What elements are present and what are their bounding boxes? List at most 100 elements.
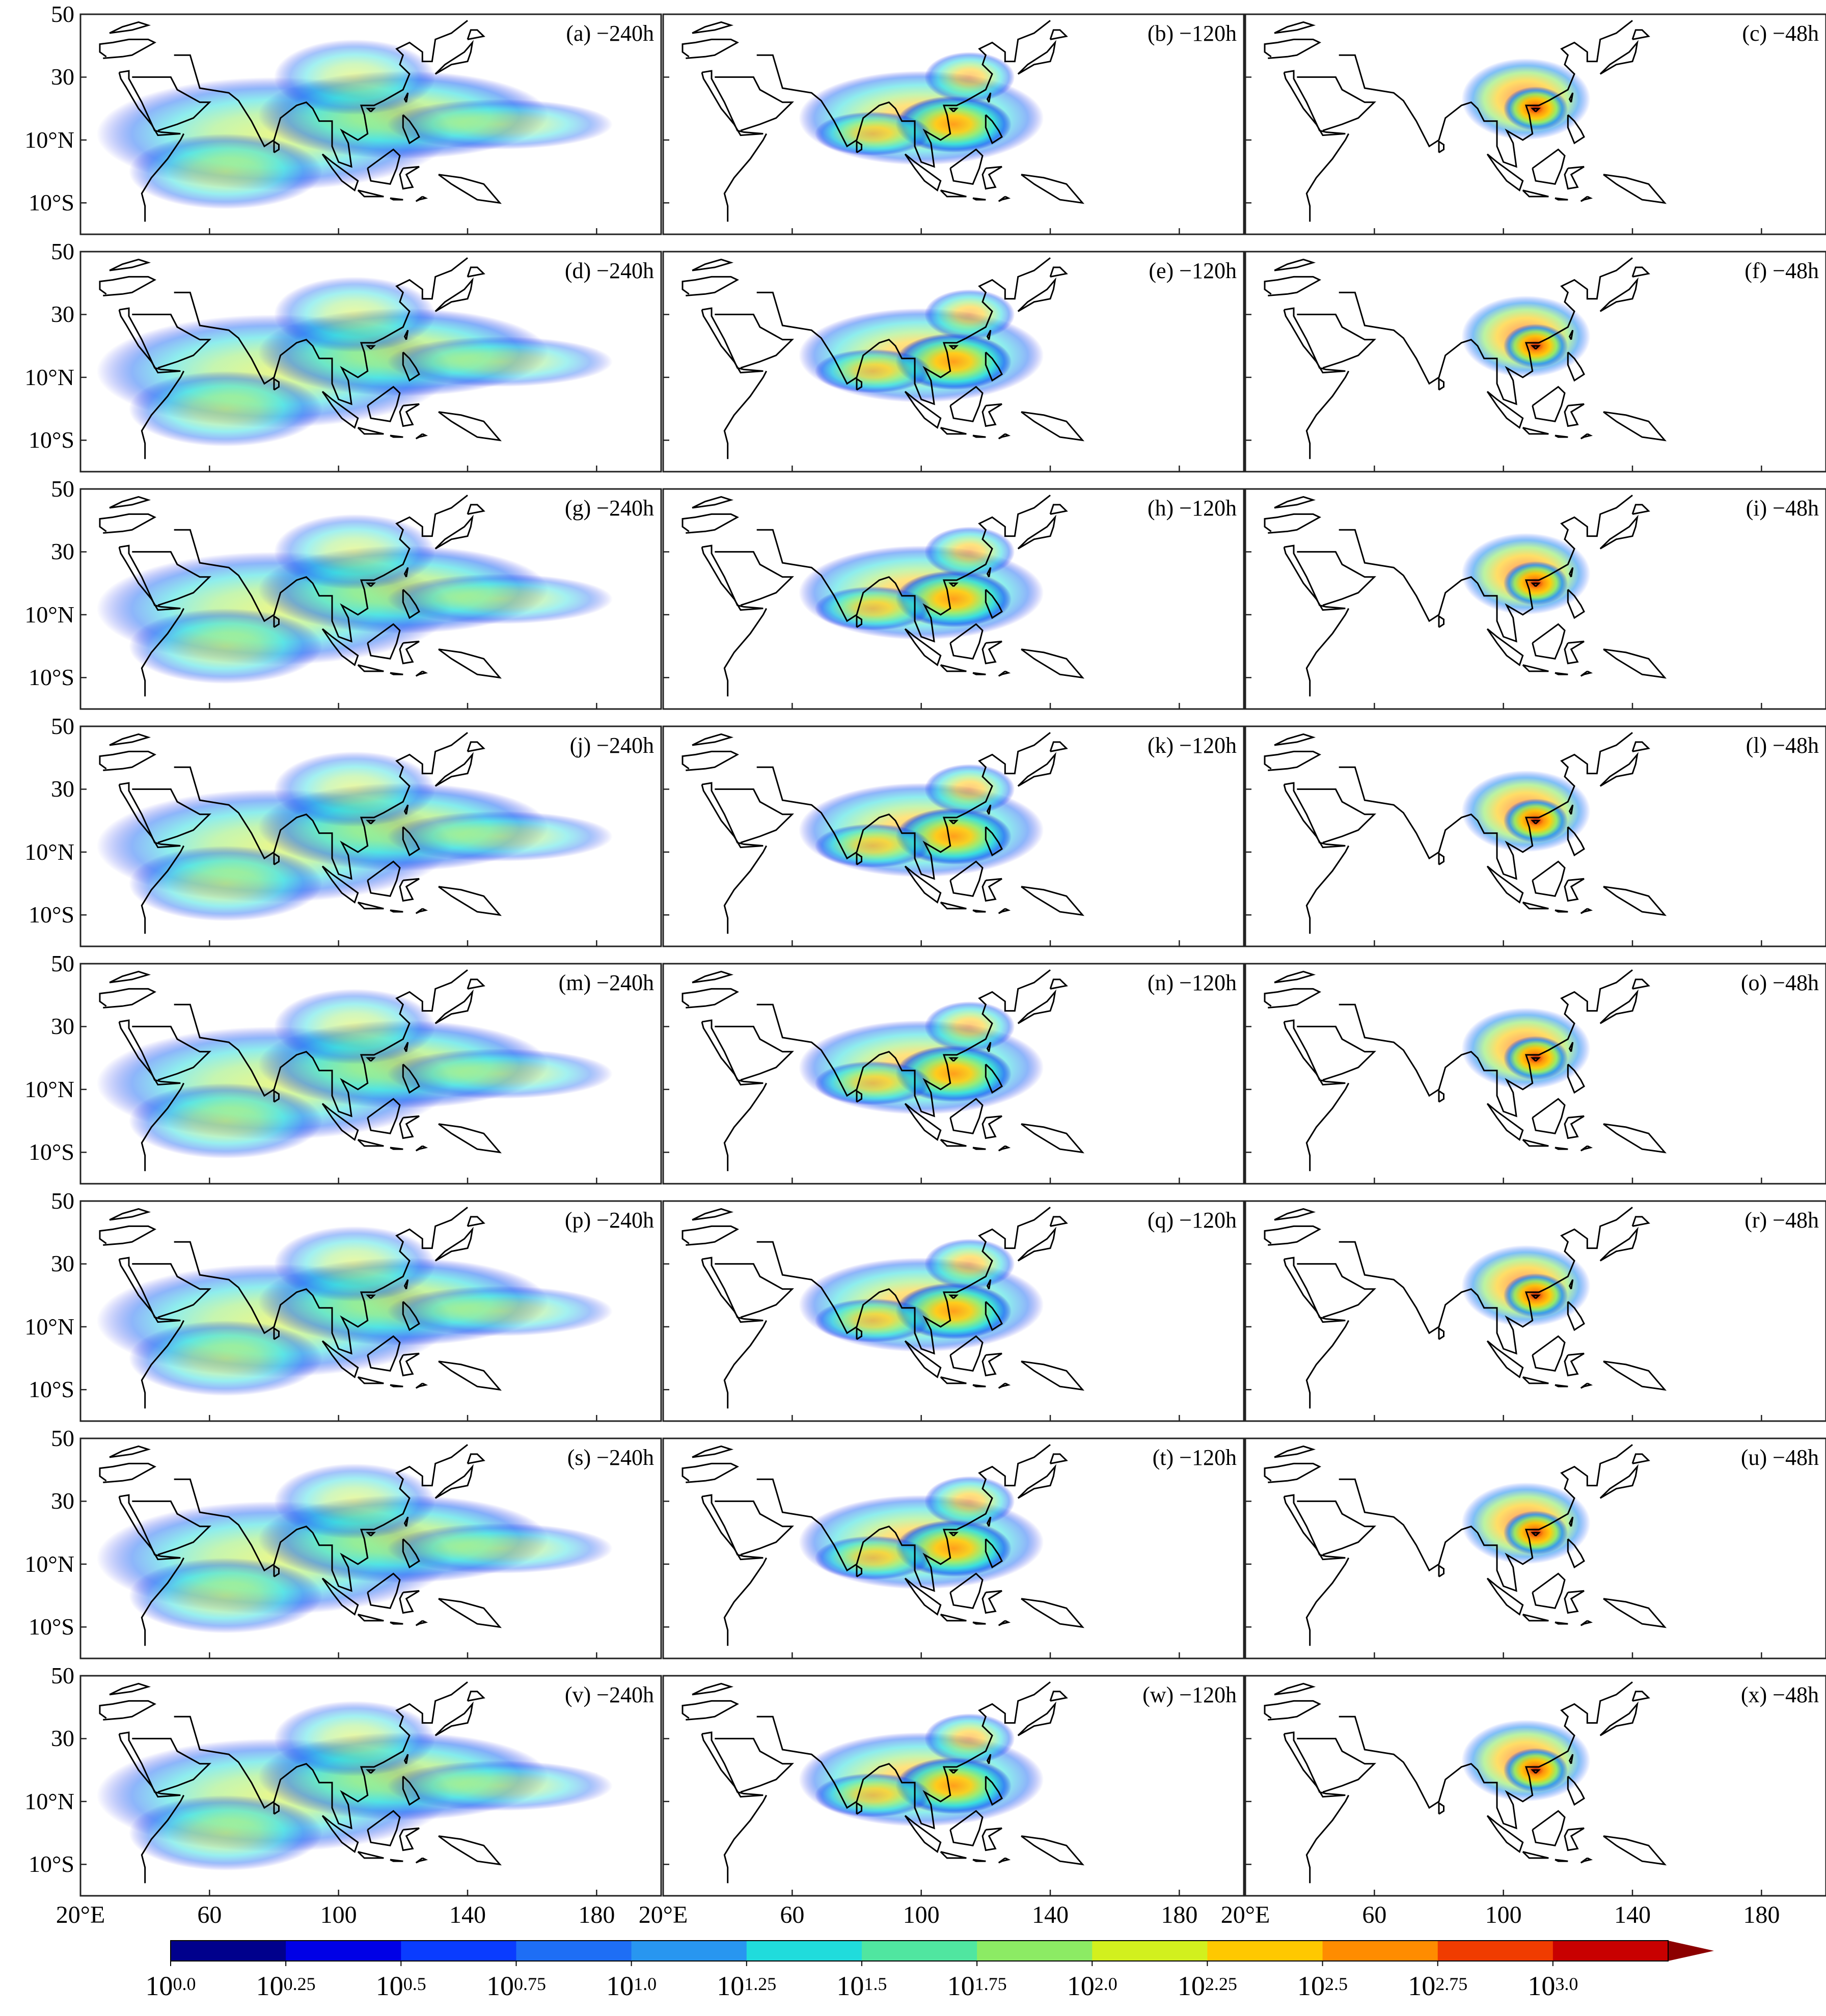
coastline [1568,1516,1574,1527]
coastline [438,648,502,679]
coastline [856,1089,862,1103]
panel-label: (t) −120h [1153,1445,1237,1470]
coastline [1532,623,1566,660]
density-blob [129,846,322,921]
coastline [692,970,734,984]
y-tick-label: 10°N [24,1076,74,1102]
x-tick-label: 20°E [56,1901,105,1928]
coastline [1305,1320,1350,1409]
y-tick-label: 30 [51,1013,74,1040]
coastline [366,1532,376,1537]
colorbar-segment [631,1941,747,1961]
colorbar-label: 100.25 [256,1972,316,2000]
coastline [985,1538,1003,1569]
coastlines [1264,1207,1667,1409]
coastline [1486,628,1524,667]
coastline [1283,544,1346,611]
coastline [1438,140,1445,153]
density-field [799,289,1044,403]
coastline [415,908,428,914]
coastline [415,1857,428,1864]
coastline [1438,1564,1445,1577]
map-panel: (d) −240h [79,251,662,473]
coastline [1017,1227,1056,1262]
coastline [402,1538,420,1569]
colorbar-label-base: 10 [1177,1971,1205,2001]
y-tick-label: 50 [51,1663,74,1688]
coastlines [99,20,502,222]
panel-frame [1244,251,1826,473]
coastlines [99,1681,502,1884]
coastline [940,1139,967,1147]
coastline [434,1464,474,1499]
panel-frame [79,1437,662,1659]
x-tick-label: 20°E [1220,1901,1270,1928]
coastline [132,551,211,606]
map-panel: (u) −48h [1244,1437,1826,1659]
coastline [985,1064,1003,1094]
coastline [948,107,959,113]
map-panel: (r) −48h [1244,1200,1826,1422]
x-tick-label: 180 [1161,1901,1198,1928]
y-tick-label: 30 [51,64,74,90]
density-blob [924,1001,1015,1052]
coastline [1486,865,1524,904]
coastline [1283,70,1346,137]
coastline [99,1700,156,1721]
coastline [1049,1216,1068,1227]
coastline [399,403,420,427]
colorbar-label-base: 10 [836,1971,864,2001]
colorbar-segment [171,1941,286,1961]
density-field [96,514,613,684]
coastline [972,672,986,675]
coastline [366,1294,376,1299]
coastline [1021,886,1085,916]
coastline [986,92,992,103]
coastline [986,1279,992,1290]
coastline [982,1827,1002,1851]
coastline [273,852,280,865]
coastline [273,1327,280,1340]
coastline [1438,1327,1445,1340]
density-blob [924,1476,1015,1527]
density-blob [129,1795,322,1871]
coastline [682,988,739,1009]
y-tick-label: 10°N [24,1550,74,1577]
density-blob [814,112,931,156]
panel-label: (p) −240h [565,1208,654,1233]
coastline [715,1263,794,1318]
coastline [1305,608,1350,697]
coastline [99,1225,156,1246]
density-field [799,52,1044,166]
panel-frame [79,1675,662,1897]
density-blob [814,1298,931,1343]
coastline [366,1769,376,1774]
coastline [174,257,468,405]
coastline [415,1382,428,1389]
coastline [434,40,474,75]
coastline [998,433,1011,440]
coastlines [1264,1444,1667,1646]
coastline [390,197,403,201]
coastline [321,1815,359,1854]
coastline [723,608,768,697]
coastline [1631,1691,1650,1702]
coastline [357,664,384,672]
coastline [403,567,409,578]
coastline [109,1445,151,1458]
colorbar-label: 102.75 [1408,1972,1467,2000]
coastline [723,1557,768,1646]
colorbar-label-base: 10 [1528,1971,1556,2001]
x-tick-label: 180 [578,1901,615,1928]
density-blob [814,824,931,868]
coastline [998,1382,1011,1389]
y-tick-label: 10°N [24,126,74,153]
y-tick-label: 30 [51,538,74,565]
coastline [390,1384,403,1387]
density-blob [274,989,435,1065]
coastline [1568,1279,1574,1290]
coastline [1567,1064,1585,1094]
panel-label: (d) −240h [565,258,654,283]
panel-frame [1244,1200,1826,1422]
coastline [357,1614,384,1622]
